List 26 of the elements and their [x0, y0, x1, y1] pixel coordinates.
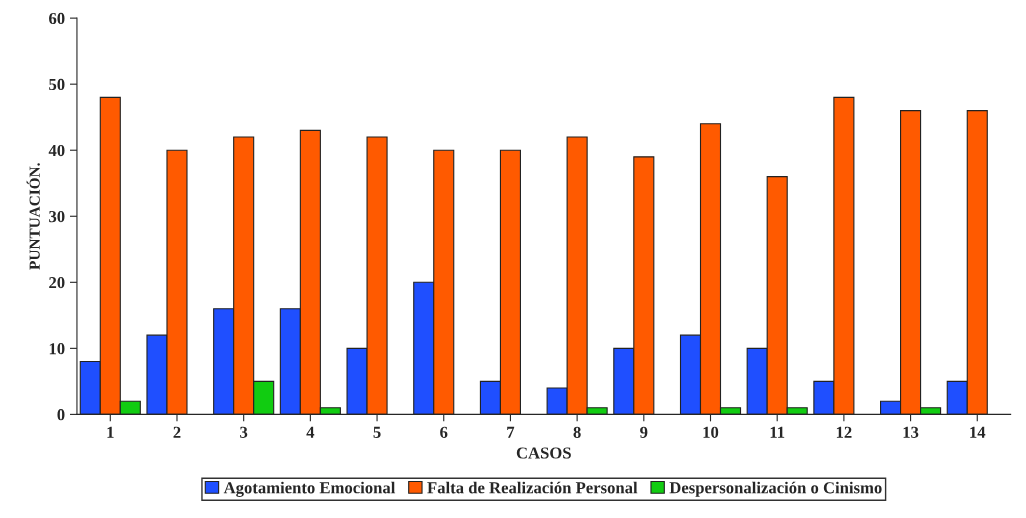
y-tick-label: 30 — [49, 210, 65, 223]
y-tick-label: 0 — [57, 409, 65, 421]
x-tick-label: 4 — [306, 426, 315, 438]
y-tick-label: 20 — [49, 277, 65, 289]
x-tick-label: 5 — [373, 426, 381, 438]
y-tick-label: 60 — [49, 12, 65, 25]
y-tick-label: 50 — [49, 78, 65, 91]
legend-label: Falta de Realización Personal — [427, 481, 638, 494]
x-tick-label: 2 — [173, 426, 181, 438]
x-tick-label: 14 — [970, 426, 986, 438]
x-tick-label: 7 — [507, 426, 515, 438]
x-tick-label: 11 — [770, 426, 785, 438]
x-tick-label: 12 — [836, 426, 852, 438]
x-tick-label: 13 — [903, 426, 919, 438]
legend-label: Despersonalización o Cinismo — [669, 481, 882, 497]
x-tick-label: 8 — [573, 426, 581, 438]
x-axis-title: CASOS — [516, 447, 571, 459]
y-axis-title: PUNTUACIÓN. — [26, 163, 40, 270]
x-tick-label: 10 — [703, 426, 719, 438]
y-tick-label: 10 — [49, 343, 65, 355]
legend-label: Agotamiento Emocional — [223, 481, 396, 497]
y-tick-label: 40 — [48, 144, 65, 157]
x-tick-label: 6 — [440, 426, 448, 438]
x-tick-label: 1 — [107, 426, 114, 438]
x-tick-label: 9 — [640, 426, 648, 438]
x-tick-label: 3 — [240, 426, 248, 438]
